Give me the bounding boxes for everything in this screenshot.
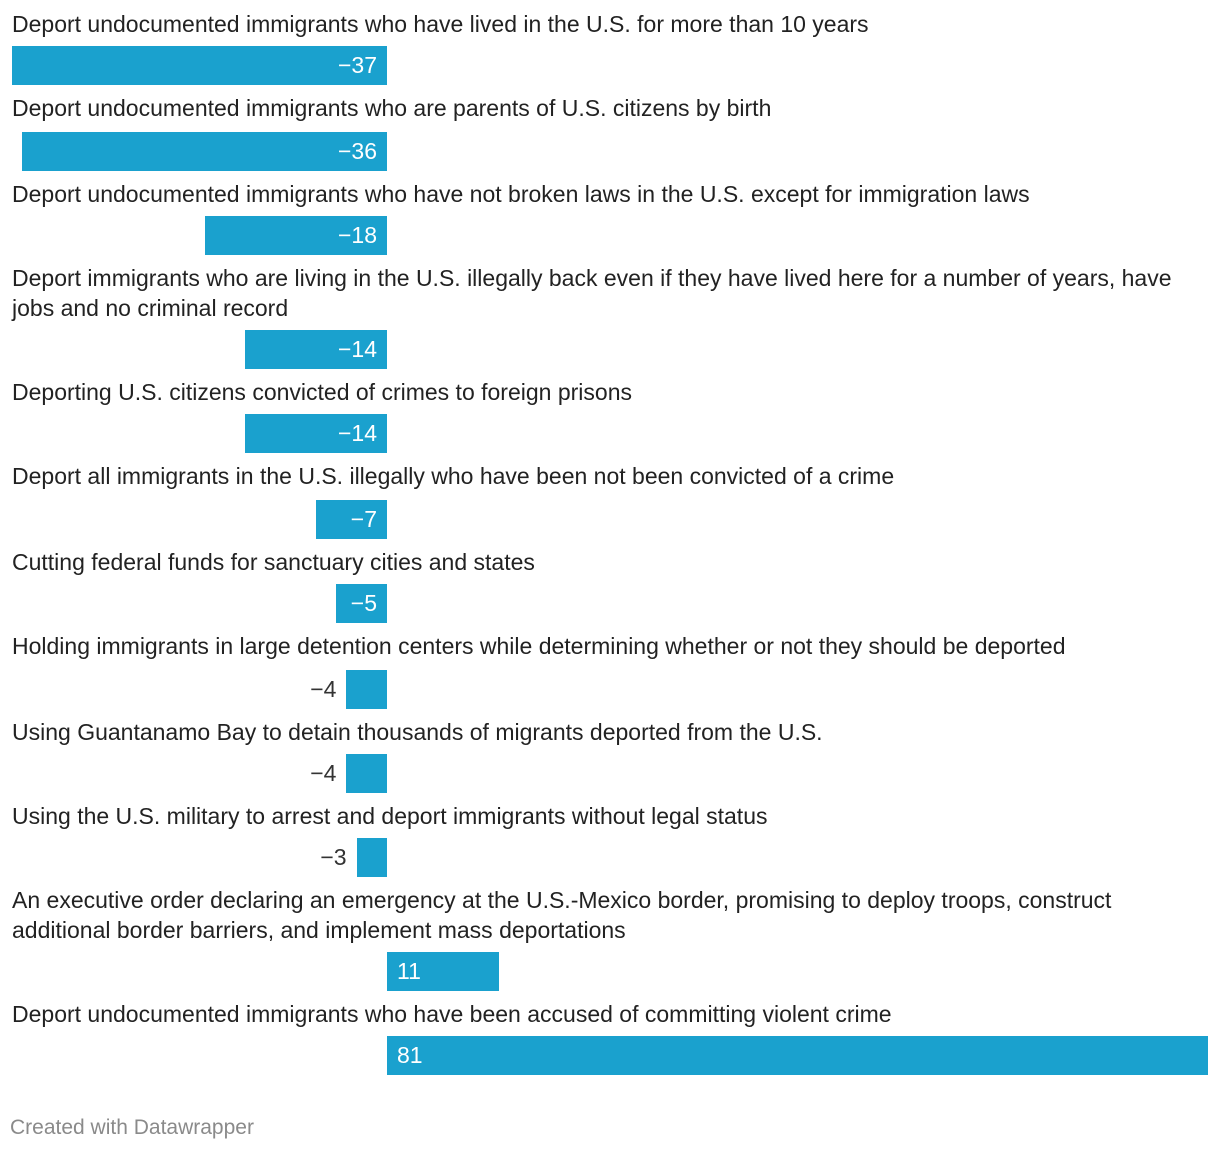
- bar: [336, 584, 387, 623]
- category-label: Deport undocumented immigrants who have …: [12, 11, 869, 37]
- category-label: Cutting federal funds for sanctuary citi…: [12, 549, 535, 575]
- value-label: −37: [338, 52, 378, 78]
- bar: [22, 132, 387, 171]
- value-label: −3: [320, 844, 347, 870]
- value-label: −4: [310, 676, 337, 702]
- value-label: 81: [397, 1042, 423, 1068]
- bar: [245, 330, 387, 369]
- category-label: Deporting U.S. citizens convicted of cri…: [12, 379, 632, 405]
- bar: [245, 414, 387, 453]
- category-label: Deport all immigrants in the U.S. illega…: [12, 463, 895, 489]
- bar: [387, 952, 499, 991]
- category-label: Deport immigrants who are living in the …: [12, 265, 1172, 321]
- value-label: −14: [338, 420, 378, 446]
- value-label: 11: [397, 958, 421, 984]
- value-label: −7: [350, 506, 378, 532]
- bar: [316, 500, 387, 539]
- bar: [356, 838, 388, 877]
- category-label: Using Guantanamo Bay to detain thousands…: [12, 719, 823, 745]
- category-label: Using the U.S. military to arrest and de…: [12, 803, 768, 829]
- bar: [387, 1036, 1208, 1075]
- value-label: −4: [310, 760, 337, 786]
- value-label: −36: [338, 138, 378, 164]
- category-label: Deport undocumented immigrants who are p…: [12, 95, 772, 121]
- category-label: Holding immigrants in large detention ce…: [12, 633, 1066, 659]
- category-label: An executive order declaring an emergenc…: [12, 887, 1112, 943]
- bar: [204, 216, 387, 255]
- bar: [12, 46, 388, 85]
- value-label: −18: [338, 222, 378, 248]
- category-label: Deport undocumented immigrants who have …: [12, 1001, 892, 1027]
- category-label: Deport undocumented immigrants who have …: [12, 181, 1030, 207]
- bar: [346, 670, 387, 709]
- bar: [346, 754, 387, 793]
- datawrapper-credit: Created with Datawrapper: [10, 1116, 254, 1139]
- value-label: −5: [350, 590, 378, 616]
- value-label: −14: [338, 336, 378, 362]
